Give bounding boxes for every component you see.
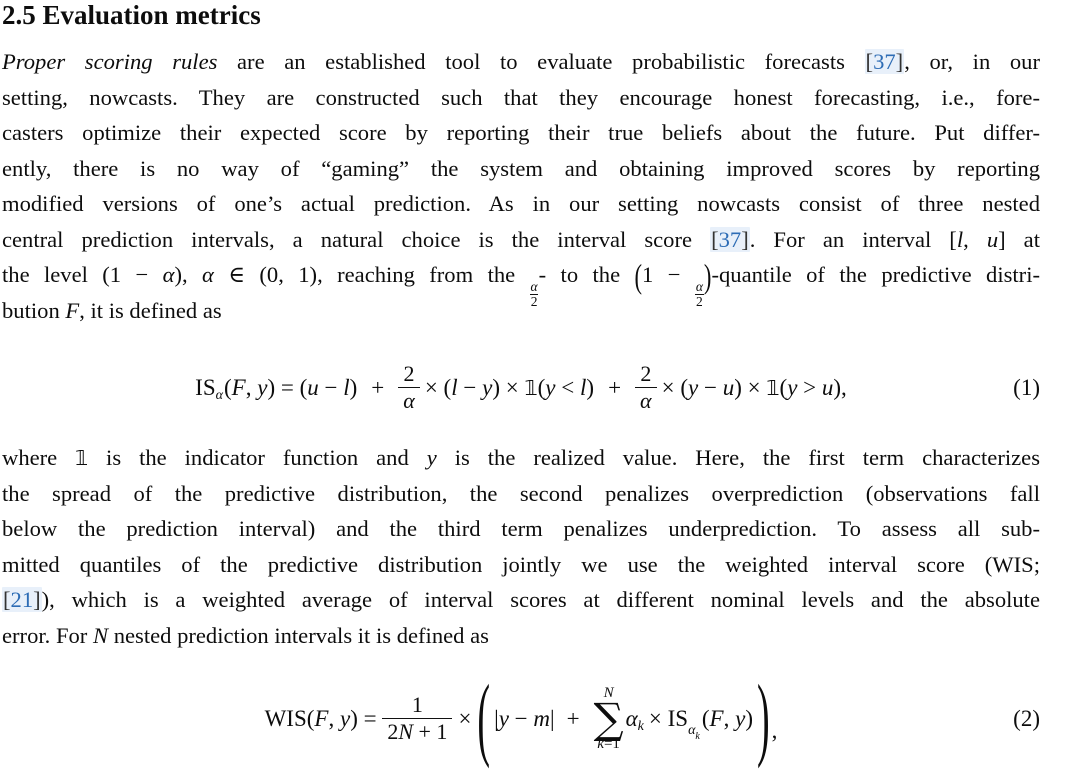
paragraph-line: Proper scoring rules are an established … xyxy=(2,49,1040,74)
big-parenthesis: ( xyxy=(477,667,491,771)
citation-link[interactable]: [21] xyxy=(2,587,42,612)
summation-operator: N ∑ k=1 xyxy=(593,684,624,753)
fraction: 1 2N + 1 xyxy=(382,693,453,744)
paragraph-line: modified versions of one’s actual predic… xyxy=(2,191,1040,216)
equation-1-content: IS α(F, y) = (u − l) +2 α × (l − y) × 𝟙(y < … xyxy=(195,361,847,413)
equation-1-number: (1) xyxy=(1013,375,1040,400)
paragraph-line: the spread of the predictive distributio… xyxy=(2,480,1040,506)
citation-link[interactable]: [37] xyxy=(864,49,905,74)
paragraph-line: ently, there is no way of “gaming” the s… xyxy=(2,155,1040,181)
citation-link[interactable]: [37] xyxy=(710,226,750,252)
equation-2: WIS(F, y) = 1 2N + 1 ×(| y − m | + N ∑ k=1 α k × IS… xyxy=(2,656,1040,782)
paragraph-line: central prediction intervals, a natural … xyxy=(2,226,1040,252)
paragraph-line: mitted quantiles of the predictive distr… xyxy=(2,551,1040,577)
paragraph-1: Proper scoring rules are an established … xyxy=(2,44,1040,328)
indicator-symbol: 𝟙 xyxy=(524,376,538,400)
paragraph-line: error. For N nested prediction intervals… xyxy=(2,622,489,648)
indicator-symbol: 𝟙 xyxy=(766,376,780,400)
paragraph-line: bution F, it is defined as xyxy=(2,297,222,323)
paragraph-2: where 𝟙 is the indicator function and y … xyxy=(2,440,1040,653)
paragraph-line: where 𝟙 is the indicator function and y … xyxy=(2,445,1040,470)
section-heading: 2.5 Evaluation metrics xyxy=(2,0,261,30)
big-parenthesis: ) xyxy=(757,667,770,771)
indicator-symbol: 𝟙 xyxy=(75,446,89,470)
equation-2-content: WIS(F, y) = 1 2N + 1 ×(| y − m | + N ∑ k=1 α k × IS… xyxy=(264,667,778,771)
paragraph-line: [21]), which is a weighted average of in… xyxy=(2,587,1040,612)
paragraph-line: the level (1 − α), α ∈ (0, 1), reaching … xyxy=(2,257,1041,310)
equation-1: IS α(F, y) = (u − l) +2 α × (l − y) × 𝟙(y < … xyxy=(2,340,1040,436)
paragraph-line: casters optimize their expected score by… xyxy=(2,120,1040,145)
paragraph-line: setting, nowcasts. They are constructed … xyxy=(2,84,1040,110)
equation-2-number: (2) xyxy=(1013,706,1040,731)
paragraph-line: below the prediction interval) and the t… xyxy=(2,516,1040,541)
